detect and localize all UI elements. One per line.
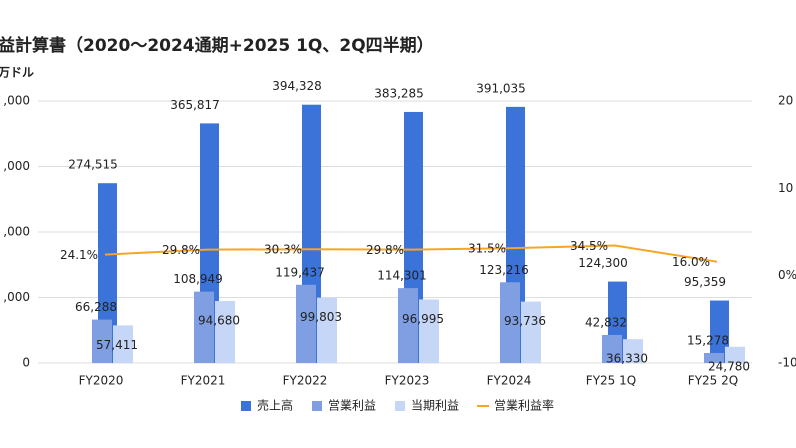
bar <box>92 319 112 363</box>
data-label: 274,515 <box>68 158 118 172</box>
legend-swatch <box>395 401 406 411</box>
data-label: 24.1% <box>60 248 98 262</box>
bar <box>398 288 418 363</box>
bar <box>710 300 729 363</box>
bar <box>194 291 214 363</box>
data-label: 29.8% <box>366 243 404 257</box>
data-label: 365,817 <box>170 98 220 112</box>
legend-label: 営業利益率 <box>494 398 554 413</box>
data-label: 124,300 <box>578 256 628 270</box>
x-tick-label: FY2023 <box>385 374 430 388</box>
bar <box>317 297 337 363</box>
y2-tick-label: -10 <box>778 356 796 370</box>
x-tick-label: FY2022 <box>283 374 328 388</box>
x-tick-label: FY2020 <box>79 374 124 388</box>
bar <box>296 284 316 363</box>
data-label: 34.5% <box>570 239 608 253</box>
data-label: 16.0% <box>672 255 710 269</box>
y-tick-label: 0 <box>22 356 30 370</box>
data-label: 99,803 <box>300 310 342 324</box>
bar <box>602 334 622 363</box>
bar <box>419 299 439 363</box>
data-label: 96,995 <box>402 312 444 326</box>
legend-label: 営業利益 <box>328 399 376 413</box>
data-label: 29.8% <box>162 243 200 257</box>
data-label: 108,949 <box>173 272 223 286</box>
data-label: 42,832 <box>585 315 627 329</box>
data-label: 66,288 <box>75 300 117 314</box>
y-axis-label: 万ドル <box>0 66 34 80</box>
y-tick-label: ,000 <box>3 94 30 108</box>
line <box>104 244 718 263</box>
chart-title: 益計算書（2020〜2024通期+2025 1Q、2Q四半期） <box>0 35 434 56</box>
data-label: 394,328 <box>272 79 322 93</box>
data-label: 95,359 <box>684 275 726 289</box>
data-label: 114,301 <box>377 269 427 283</box>
x-tick-label: FY25 1Q <box>586 374 636 388</box>
data-label: 94,680 <box>198 313 240 327</box>
x-tick-label: FY25 2Q <box>688 374 738 388</box>
data-label: 383,285 <box>374 86 424 100</box>
y2-tick-label: 10 <box>778 181 793 195</box>
data-label: 15,278 <box>687 333 729 347</box>
bar <box>521 301 541 363</box>
bar <box>623 339 643 363</box>
data-label: 391,035 <box>476 81 526 95</box>
y-tick-label: ,000 <box>3 225 30 239</box>
y-tick-label: ,000 <box>3 290 30 304</box>
data-label: 123,216 <box>479 263 529 277</box>
legend-label: 当期利益 <box>411 399 459 413</box>
legend-swatch <box>241 401 251 411</box>
data-label: 93,736 <box>504 314 546 328</box>
data-label: 36,330 <box>606 352 648 366</box>
data-label: 30.3% <box>264 243 302 257</box>
data-label: 31.5% <box>468 242 506 256</box>
bar <box>98 183 117 363</box>
bar <box>215 300 235 363</box>
y2-tick-label: 0% <box>778 268 796 282</box>
data-label: 119,437 <box>275 265 325 279</box>
y2-tick-label: 20 <box>778 94 793 108</box>
bar <box>704 352 724 363</box>
bar <box>113 325 133 363</box>
x-tick-label: FY2024 <box>487 374 532 388</box>
bar <box>500 282 520 363</box>
legend-swatch <box>312 401 323 411</box>
y-tick-label: ,000 <box>3 159 30 173</box>
bar <box>725 346 745 363</box>
data-label: 24,780 <box>708 359 750 373</box>
x-tick-label: FY2021 <box>181 374 226 388</box>
data-label: 57,411 <box>96 338 138 352</box>
legend-label: 売上高 <box>257 398 293 413</box>
